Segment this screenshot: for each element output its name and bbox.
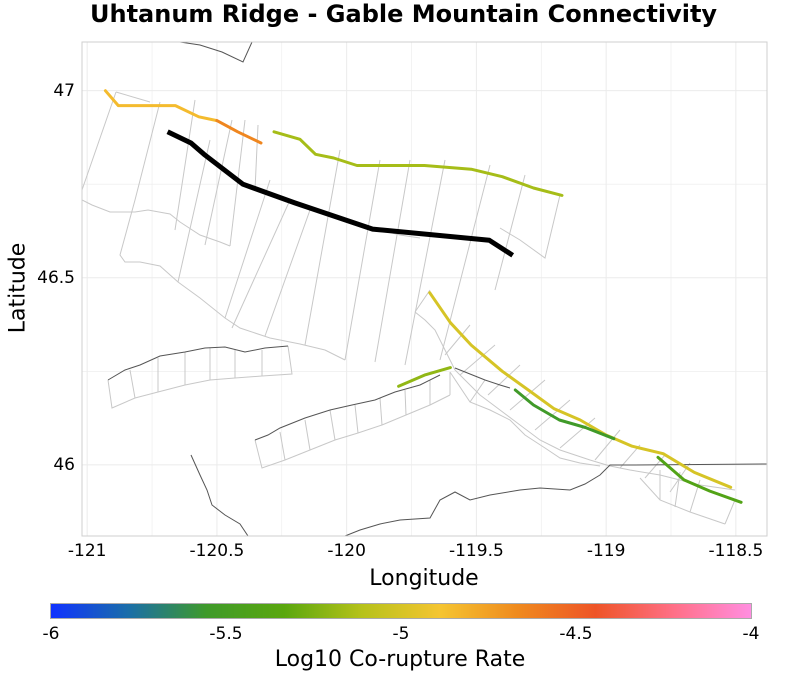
rupture-segment-central-fold [397, 366, 452, 388]
fault-traces [107, 42, 767, 536]
x-tick-label: -121 [67, 541, 107, 561]
rupture-segment-east-tail [656, 455, 743, 504]
colorbar [50, 603, 752, 619]
colorbar-tick-label: -5 [392, 624, 410, 644]
colorbar-tick-label: -6 [42, 624, 60, 644]
target-fault-layer [166, 129, 515, 258]
map-panel-border [81, 41, 768, 537]
colorbar-tick-label: -4 [742, 624, 760, 644]
y-tick-label: 46 [53, 454, 75, 475]
rupture-segment-southeast-fold-green [513, 388, 616, 441]
x-tick-label: -120.5 [189, 541, 245, 561]
map-gridlines [82, 42, 767, 536]
y-axis-label: Latitude [5, 242, 31, 334]
x-tick-label: -118.5 [708, 541, 764, 561]
rupture-segment-north-ridge-mid [215, 119, 263, 145]
y-tick-label: 46.5 [37, 267, 75, 288]
x-tick-label: -119 [586, 541, 626, 561]
target-fault-trace [166, 129, 515, 258]
colorbar-tick-label: -5.5 [209, 624, 243, 644]
rupture-segment-southeast-fold-upper [428, 291, 733, 489]
y-tick-label: 47 [53, 80, 75, 101]
x-axis-label: Longitude [369, 566, 479, 591]
colorbar-tick-label: -4.5 [559, 624, 593, 644]
x-tick-label: -119.5 [448, 541, 504, 561]
rupture-segments [103, 89, 743, 504]
rupture-segment-north-ridge-west [103, 89, 219, 123]
map-title: Uhtanum Ridge - Gable Mountain Connectiv… [90, 0, 718, 28]
rupture-segment-north-ridge-east [272, 130, 564, 197]
map-panel [82, 42, 767, 536]
x-tick-label: -120 [327, 541, 366, 561]
colorbar-label: Log10 Co-rupture Rate [274, 647, 526, 672]
